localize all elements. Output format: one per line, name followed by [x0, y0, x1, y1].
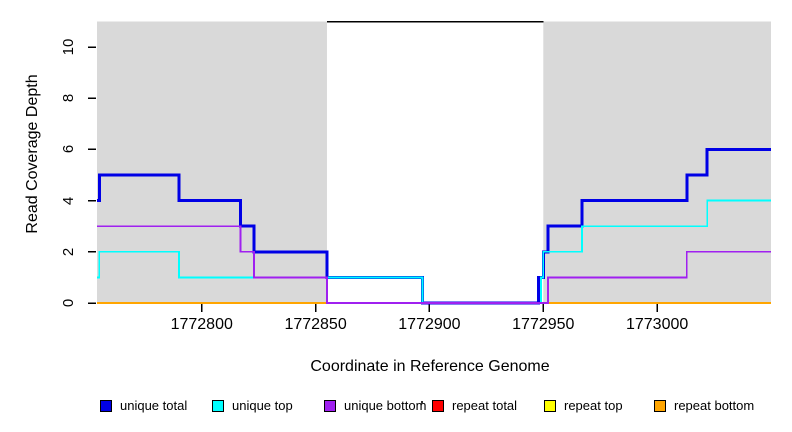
x-tick-label: 1772950	[512, 316, 575, 333]
x-axis-title: Coordinate in Reference Genome	[310, 358, 550, 375]
y-axis-title: Read Coverage Depth	[24, 74, 41, 234]
legend-swatch-icon	[100, 399, 112, 412]
stray-mark	[421, 401, 423, 404]
legend-label: repeat bottom	[674, 398, 755, 413]
legend-item-repeat-top: repeat top	[544, 398, 623, 413]
x-tick-label: 1772900	[398, 316, 461, 333]
y-tick-label: 0	[60, 298, 77, 308]
legend-label: unique top	[232, 398, 293, 413]
series-unique-top	[97, 199, 771, 304]
y-tick-label: 4	[60, 196, 77, 205]
x-tick-label: 1773000	[625, 316, 689, 333]
shaded-region	[97, 21, 327, 303]
x-tick-label: 1772800	[170, 316, 233, 333]
legend-label: repeat total	[452, 398, 518, 413]
legend-label: unique total	[120, 398, 188, 413]
y-tick-label: 10	[60, 38, 77, 56]
legend-swatch-icon	[212, 399, 224, 412]
legend-swatch-icon	[324, 399, 336, 412]
legend-item-unique-total: unique total	[100, 398, 187, 413]
legend-label: repeat top	[564, 398, 623, 413]
legend-swatch-icon	[654, 399, 666, 412]
legend-item-unique-top: unique top	[212, 398, 293, 413]
legend-item-unique-bottom: unique bottom	[324, 398, 426, 413]
legend-swatch-icon	[544, 399, 556, 412]
legend-swatch-icon	[432, 399, 444, 412]
legend-label: unique bottom	[344, 398, 427, 413]
legend-item-repeat-total: repeat total	[432, 398, 517, 413]
shaded-region	[543, 21, 771, 303]
legend-item-repeat-bottom: repeat bottom	[654, 398, 754, 413]
y-tick-label: 2	[60, 247, 77, 256]
x-tick-label: 1772850	[284, 316, 347, 333]
y-tick-label: 8	[60, 94, 77, 103]
y-tick-label: 6	[60, 145, 77, 154]
series-unique-bottom	[97, 225, 771, 304]
